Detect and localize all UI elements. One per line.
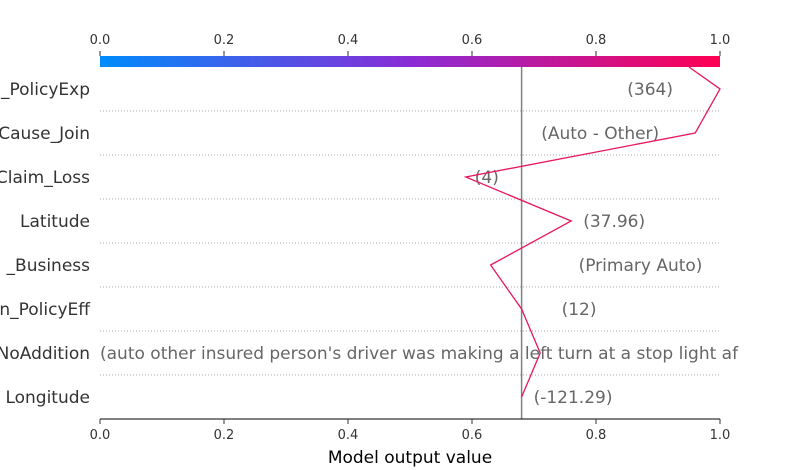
- feature-label: Longitude: [5, 388, 90, 408]
- top-tick-label: 0.6: [462, 33, 483, 48]
- bottom-axis: 0.0 0.2 0.4 0.6 0.8 1.0: [90, 419, 731, 443]
- colorbar: [100, 56, 720, 67]
- x-axis-title: Model output value: [328, 448, 492, 468]
- colorbar-gradient: [100, 56, 720, 67]
- feature-value-label: (-121.29): [534, 388, 613, 408]
- top-tick-label: 0.2: [214, 33, 235, 48]
- feature-rows: _PolicyExp Cause_Join Claim_Loss Latitude _B…: [0, 80, 739, 408]
- feature-value-label: (37.96): [583, 212, 645, 232]
- decision-path-line: [463, 66, 721, 398]
- feature-label: Cause_Join: [0, 124, 90, 144]
- feature-value-label: (Primary Auto): [579, 256, 703, 276]
- top-tick-label: 0.8: [586, 33, 607, 48]
- top-tick-label: 0.4: [338, 33, 359, 48]
- bottom-tick-label: 0.4: [338, 428, 359, 443]
- bottom-tick-label: 0.2: [214, 428, 235, 443]
- bottom-tick-label: 0.8: [586, 428, 607, 443]
- top-axis: 0.0 0.2 0.4 0.6 0.8 1.0: [90, 33, 731, 56]
- bottom-tick-label: 1.0: [710, 428, 731, 443]
- feature-label: NoAddition: [0, 344, 90, 364]
- feature-label: Latitude: [20, 212, 90, 232]
- feature-label: _PolicyExp: [0, 80, 90, 100]
- top-tick-label: 1.0: [710, 33, 731, 48]
- bottom-tick-label: 0.6: [462, 428, 483, 443]
- feature-label: _Business: [6, 256, 91, 276]
- feature-value-label: (12): [562, 300, 597, 320]
- feature-value-label: (auto other insured person's driver was …: [100, 344, 739, 364]
- feature-value-label: (364): [627, 80, 673, 100]
- bottom-tick-label: 0.0: [90, 428, 111, 443]
- top-tick-label: 0.0: [90, 33, 111, 48]
- feature-value-label: (Auto - Other): [541, 124, 659, 144]
- feature-label: Claim_Loss: [0, 168, 90, 188]
- feature-label: n_PolicyEff: [0, 300, 91, 320]
